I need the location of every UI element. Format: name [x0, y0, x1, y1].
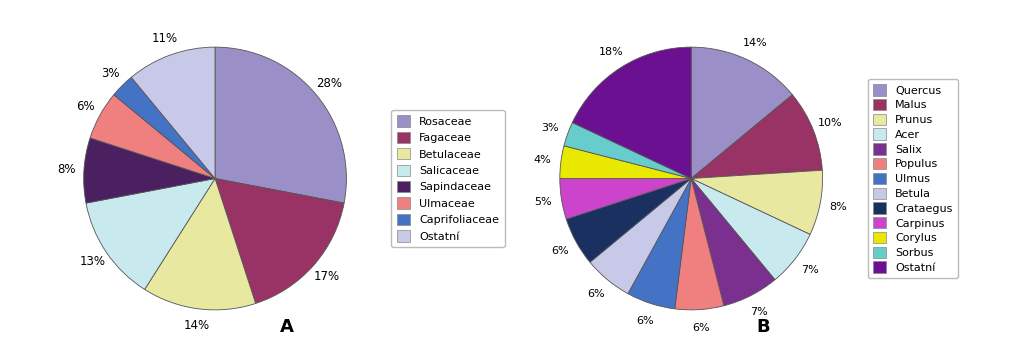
Text: B: B [757, 318, 770, 336]
Text: 14%: 14% [183, 319, 210, 332]
Text: 8%: 8% [829, 202, 847, 212]
Text: 3%: 3% [542, 123, 559, 133]
Wedge shape [560, 178, 691, 219]
Wedge shape [215, 178, 344, 303]
Text: 8%: 8% [57, 163, 76, 176]
Text: 13%: 13% [79, 256, 105, 268]
Text: 3%: 3% [100, 67, 120, 80]
Wedge shape [215, 47, 346, 203]
Text: 6%: 6% [692, 323, 710, 333]
Wedge shape [114, 77, 215, 178]
Text: 18%: 18% [599, 47, 624, 57]
Text: 17%: 17% [313, 270, 340, 283]
Wedge shape [90, 95, 215, 178]
Text: 5%: 5% [535, 197, 552, 207]
Wedge shape [572, 47, 691, 178]
Wedge shape [144, 178, 256, 310]
Text: A: A [281, 318, 294, 336]
Text: 6%: 6% [636, 316, 653, 326]
Text: 14%: 14% [742, 38, 767, 48]
Wedge shape [691, 170, 822, 235]
Text: 11%: 11% [152, 32, 178, 45]
Wedge shape [564, 122, 691, 178]
Text: 6%: 6% [551, 246, 568, 256]
Legend: Rosaceae, Fagaceae, Betulaceae, Salicaceae, Sapindaceae, Ulmaceae, Caprifoliacea: Rosaceae, Fagaceae, Betulaceae, Salicace… [391, 110, 505, 247]
Wedge shape [691, 178, 810, 280]
Text: 4%: 4% [534, 155, 552, 165]
Wedge shape [691, 178, 775, 306]
Wedge shape [675, 178, 724, 310]
Wedge shape [628, 178, 691, 309]
Wedge shape [131, 47, 215, 178]
Wedge shape [590, 178, 691, 293]
Wedge shape [86, 178, 215, 290]
Wedge shape [566, 178, 691, 262]
Wedge shape [84, 138, 215, 203]
Wedge shape [560, 146, 691, 178]
Text: 7%: 7% [801, 265, 818, 275]
Wedge shape [691, 95, 822, 178]
Wedge shape [691, 47, 793, 178]
Text: 6%: 6% [76, 100, 94, 114]
Text: 7%: 7% [751, 307, 768, 317]
Text: 6%: 6% [587, 289, 604, 299]
Legend: Quercus, Malus, Prunus, Acer, Salix, Populus, Ulmus, Betula, Crataegus, Carpinus: Quercus, Malus, Prunus, Acer, Salix, Pop… [867, 79, 958, 278]
Text: 10%: 10% [818, 119, 843, 129]
Text: 28%: 28% [316, 77, 342, 90]
